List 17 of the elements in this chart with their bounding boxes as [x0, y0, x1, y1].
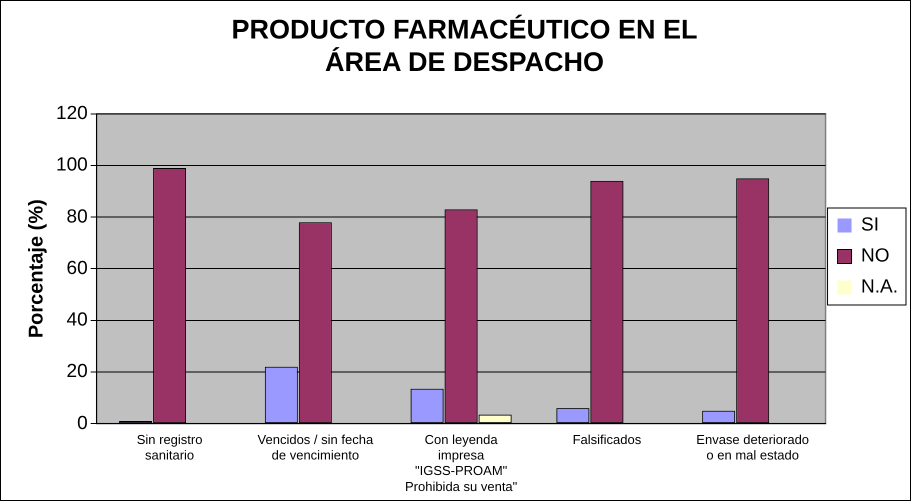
- legend-label: N.A.: [861, 276, 898, 298]
- legend-label: NO: [861, 246, 890, 267]
- y-tick-label: 100: [56, 154, 88, 176]
- y-tick-label: 120: [56, 103, 88, 124]
- x-tick-label: Envase deteriorado o en mal estado: [696, 432, 810, 463]
- y-tick-label: 80: [66, 206, 88, 228]
- y-axis-title: Porcentaje (%): [26, 199, 48, 338]
- x-tick-label: Con leyenda impresa "IGSS-PROAM" Prohibida su venta": [404, 432, 518, 494]
- y-tick-label: 40: [66, 310, 88, 331]
- legend-label: SI: [861, 214, 879, 236]
- chart-title: PRODUCTO FARMACÉUTICO EN EL ÁREA DE DESPACHO: [231, 14, 698, 78]
- x-tick-label: Falsificados: [572, 432, 642, 447]
- x-tick-label: Vencidos / sin fecha de vencimiento: [258, 432, 374, 463]
- y-tick-label: 0: [77, 412, 88, 434]
- y-tick-label: 60: [66, 258, 88, 279]
- y-tick-label: 20: [66, 361, 88, 382]
- x-tick-label: Sin registro sanitario: [136, 432, 202, 463]
